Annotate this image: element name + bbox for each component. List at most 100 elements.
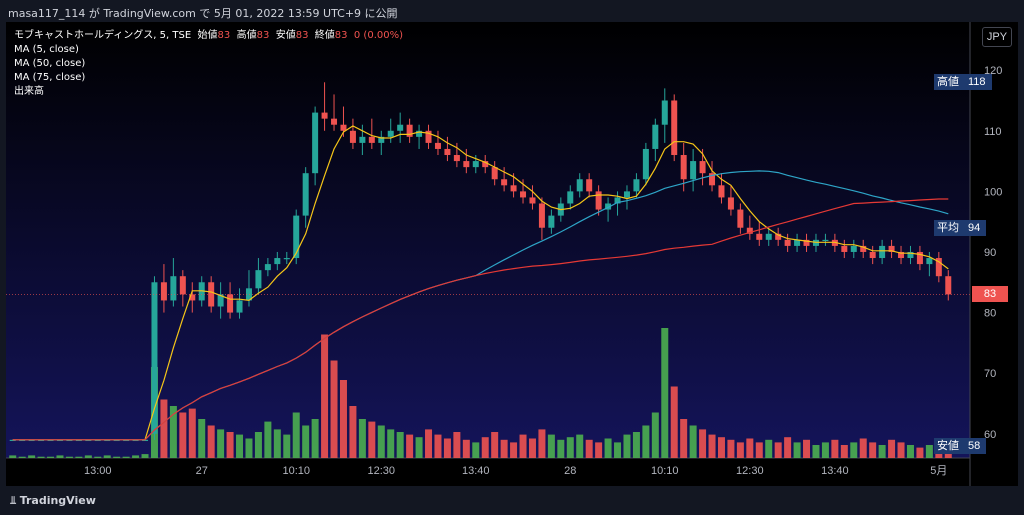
low-label-value: 58 bbox=[968, 439, 981, 452]
candle-body bbox=[482, 161, 489, 168]
volume-bar bbox=[774, 442, 782, 458]
volume-bar bbox=[132, 455, 140, 458]
volume-bar bbox=[37, 456, 45, 458]
time-axis: 13:00 27 10:10 12:30 13:40 28 10:10 12:30 13:40 5… bbox=[84, 465, 947, 477]
candle-body bbox=[538, 203, 545, 228]
close-label: 終値 bbox=[314, 30, 335, 41]
volume-bar bbox=[528, 438, 536, 458]
volume-bar bbox=[273, 429, 281, 458]
candle-body bbox=[274, 258, 281, 265]
price-tick-label: 110 bbox=[984, 126, 1002, 138]
candle-body bbox=[56, 439, 63, 442]
candle-body bbox=[397, 124, 404, 131]
candlesticks bbox=[9, 82, 952, 442]
legend-ma50[interactable]: MA (50, close) bbox=[14, 58, 86, 69]
candle-body bbox=[746, 227, 753, 234]
symbol-name: モブキャストホールディングス, 5, TSE bbox=[14, 30, 192, 41]
legend-ma5[interactable]: MA (5, close) bbox=[14, 44, 79, 55]
candle-body bbox=[680, 155, 687, 180]
volume-bar bbox=[736, 442, 744, 458]
candle-body bbox=[66, 439, 73, 442]
time-tick-label: 12:30 bbox=[736, 465, 764, 477]
moving-averages bbox=[12, 125, 949, 441]
candle-body bbox=[160, 282, 167, 301]
candle-body bbox=[472, 161, 479, 168]
candle-body bbox=[520, 191, 527, 198]
volume-bar bbox=[708, 434, 716, 458]
low-label: 安値 bbox=[275, 30, 296, 41]
volume-bar bbox=[793, 442, 801, 458]
volume-bar bbox=[113, 456, 121, 458]
volume-bar bbox=[179, 412, 187, 458]
candle-body bbox=[283, 258, 290, 260]
volume-bar bbox=[859, 438, 867, 458]
candle-body bbox=[217, 294, 224, 307]
candle-body bbox=[463, 161, 470, 168]
candle-body bbox=[756, 233, 763, 240]
volume-bar bbox=[925, 445, 933, 458]
volume-bar bbox=[368, 421, 376, 458]
candle-body bbox=[331, 118, 338, 125]
candle-body bbox=[586, 179, 593, 192]
time-tick-label: 27 bbox=[196, 465, 208, 477]
legend-ma75[interactable]: MA (75, close) bbox=[14, 72, 86, 83]
price-tick-label: 100 bbox=[984, 186, 1002, 198]
volume-bar bbox=[434, 434, 442, 458]
volume-bar bbox=[604, 438, 612, 458]
avg-label-text: 平均 bbox=[937, 221, 959, 234]
candle-body bbox=[907, 251, 914, 259]
candle-body bbox=[718, 185, 725, 198]
candle-body bbox=[709, 173, 716, 186]
publish-info: masa117_114 が TradingView.com で 5月 01, 2… bbox=[8, 7, 398, 20]
candle-body bbox=[690, 161, 697, 180]
candle-body bbox=[784, 239, 791, 246]
candle-body bbox=[19, 439, 26, 442]
candle-body bbox=[132, 439, 139, 442]
volume-bar bbox=[642, 425, 650, 458]
tradingview-logo[interactable]: ⫫ TradingView bbox=[10, 494, 96, 508]
candle-body bbox=[822, 239, 829, 242]
open-value: 83 bbox=[217, 30, 231, 41]
volume-bar bbox=[330, 360, 338, 458]
volume-bar bbox=[632, 432, 640, 458]
volume-bar bbox=[406, 434, 414, 458]
volume-bar bbox=[812, 445, 820, 458]
volume-bar bbox=[236, 434, 244, 458]
volume-bar bbox=[65, 456, 73, 458]
volume-bar bbox=[670, 386, 678, 458]
currency-button[interactable]: JPY bbox=[982, 27, 1012, 47]
footer: ⫫ TradingView bbox=[0, 486, 1024, 515]
candle-body bbox=[387, 130, 394, 137]
chart-legend: モブキャストホールディングス, 5, TSE 始値83 高値83 安値83 終値… bbox=[14, 29, 403, 99]
volume-bar bbox=[651, 412, 659, 458]
chart-area[interactable]: 60 70 80 90 100 110 120 13:00 27 10:10 12:30 13:40… bbox=[6, 22, 1018, 486]
candle-body bbox=[567, 191, 574, 204]
volume-bar bbox=[396, 432, 404, 458]
volume-bar bbox=[103, 455, 111, 458]
legend-volume[interactable]: 出来高 bbox=[14, 86, 44, 97]
volume-bar bbox=[387, 429, 395, 458]
volume-bar bbox=[358, 419, 366, 458]
volume-bar bbox=[198, 419, 206, 458]
candle-body bbox=[293, 215, 300, 259]
candle-body bbox=[208, 282, 215, 307]
volume-bar bbox=[519, 434, 527, 458]
volume-bar bbox=[897, 442, 905, 458]
volume-bar bbox=[292, 412, 300, 458]
volume-bar bbox=[869, 442, 877, 458]
price-chart[interactable]: 60 70 80 90 100 110 120 13:00 27 10:10 12:30 13:40… bbox=[6, 22, 1018, 486]
close-value: 83 bbox=[334, 30, 348, 41]
candle-body bbox=[869, 251, 876, 259]
candle-body bbox=[113, 439, 120, 442]
candle-body bbox=[189, 294, 196, 301]
high-price-label: 高値 118 bbox=[934, 74, 992, 91]
candle-body bbox=[236, 300, 243, 313]
volume-bar bbox=[727, 439, 735, 458]
time-tick-label: 12:30 bbox=[368, 465, 396, 477]
candle-body bbox=[633, 179, 640, 192]
candle-body bbox=[794, 239, 801, 246]
low-label-text: 安値 bbox=[937, 439, 959, 452]
volume-bar bbox=[906, 445, 914, 458]
tradingview-icon: ⫫ bbox=[10, 494, 17, 507]
volume-bar bbox=[689, 425, 697, 458]
